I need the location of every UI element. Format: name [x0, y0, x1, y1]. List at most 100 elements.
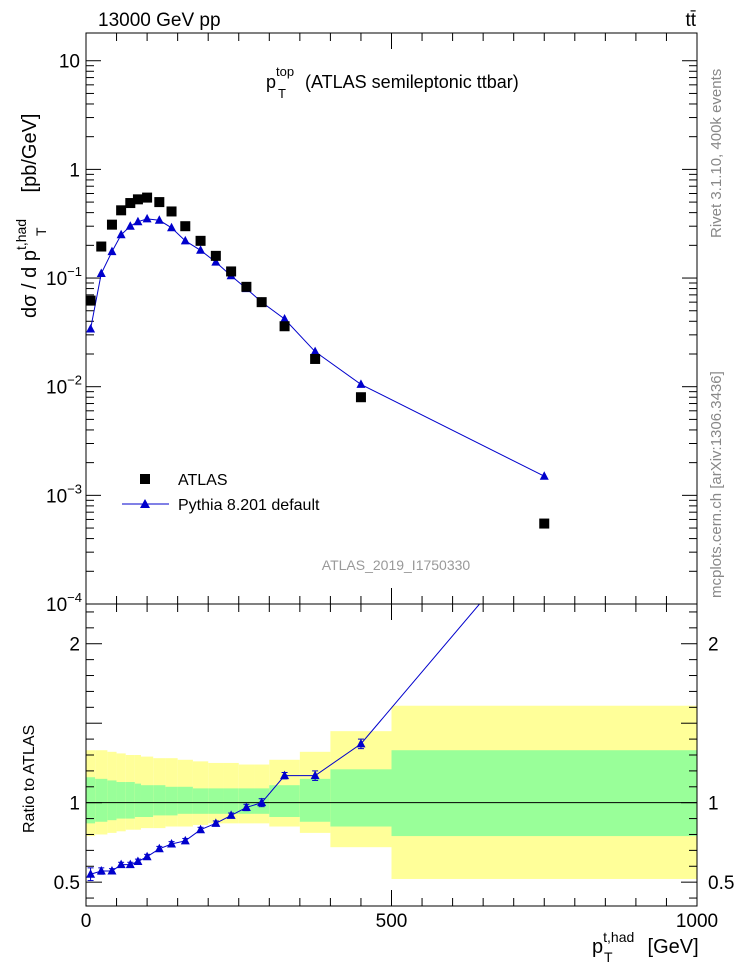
atlas-point — [180, 221, 191, 232]
atlas-point — [210, 250, 221, 261]
pythia-point — [280, 313, 290, 323]
ratio-point — [154, 843, 164, 853]
atlas-point — [116, 205, 127, 216]
pythia-line — [90, 218, 545, 477]
x-tick-label: 500 — [376, 911, 408, 932]
title-main: p — [266, 72, 276, 92]
inner-uncertainty-band — [299, 778, 331, 822]
y-tick-label: 10 — [59, 52, 80, 73]
ratio-y-tick-label-right: 1 — [708, 794, 719, 815]
atlas-point — [132, 194, 143, 205]
ratio-y-tick-label: 2 — [69, 635, 80, 656]
plot-title: ptop T (ATLAS semileptonic ttbar) — [266, 64, 519, 101]
mcplots-label: mcplots.cern.ch [arXiv:1306.3436] — [708, 371, 725, 598]
xlabel-pre: p — [592, 936, 603, 958]
ratio-point — [356, 738, 366, 748]
pythia-point — [196, 245, 206, 254]
title-sub: T — [278, 86, 286, 101]
ratio-y-tick-label-right: 2 — [708, 635, 719, 656]
inner-uncertainty-band — [165, 786, 178, 816]
pythia-point — [133, 216, 143, 226]
inner-uncertainty-band — [223, 788, 239, 814]
inner-uncertainty-band — [192, 788, 209, 814]
ratio-point — [180, 835, 190, 845]
ratio-point — [142, 851, 152, 861]
y-tick-label: 10−3 — [46, 481, 82, 507]
ratio-point — [310, 770, 320, 780]
header-right: tt̄ — [685, 10, 696, 31]
atlas-point — [125, 198, 136, 209]
upper-series — [85, 192, 550, 529]
ratio-point — [167, 839, 177, 848]
inner-uncertainty-band — [177, 786, 193, 814]
ratio-y-tick-label-right: 0.5 — [708, 873, 734, 894]
ratio-point — [116, 859, 126, 869]
inner-uncertainty-band — [116, 782, 126, 819]
pythia-point — [142, 213, 152, 223]
x-ticks: 0 500 1000 — [81, 604, 718, 932]
legend-atlas-label: ATLAS — [178, 472, 228, 489]
inner-uncertainty-band — [208, 788, 224, 814]
pythia-point — [86, 323, 96, 333]
atlas-point — [195, 235, 206, 246]
legend: ATLAS Pythia 8.201 default — [122, 472, 320, 514]
upper-y-ticks: 10 1 10−1 10−2 10−3 10−4 — [46, 52, 697, 616]
ratio-point — [280, 770, 290, 780]
ratio-point — [86, 869, 96, 878]
atlas-point — [166, 206, 177, 217]
inner-uncertainty-band — [269, 785, 300, 817]
ratio-y-tick-label: 1 — [69, 794, 80, 815]
inner-uncertainty-band — [86, 777, 96, 824]
pythia-point — [107, 246, 117, 256]
atlas-point — [539, 518, 550, 529]
ratio-point — [196, 824, 206, 834]
y-tick-label: 10−2 — [46, 373, 82, 399]
x-tick-label: 1000 — [676, 911, 718, 932]
y-axis-label: dσ / d pt,had T [pb/GeV] — [13, 114, 49, 319]
ratio-point — [211, 818, 221, 827]
rivet-label: Rivet 3.1.10, 400k events — [708, 69, 725, 238]
atlas-point — [154, 197, 165, 208]
ratio-y-axis-label: Ratio to ATLAS — [21, 725, 38, 833]
xlabel-post: [GeV] — [642, 936, 699, 958]
pythia-point — [180, 235, 190, 245]
y-tick-label: 10−4 — [46, 590, 82, 616]
inner-uncertainty-band — [140, 785, 154, 817]
pythia-point — [310, 346, 320, 356]
atlas-point — [241, 281, 252, 292]
y-tick-label: 10−1 — [46, 264, 82, 290]
ratio-series — [86, 604, 481, 882]
x-tick-label: 0 — [81, 911, 92, 932]
pythia-point — [211, 257, 221, 266]
inner-uncertainty-band — [391, 750, 697, 837]
ylabel-sub: T — [33, 227, 49, 236]
ratio-y-tick-label: 0.5 — [54, 873, 80, 894]
pythia-point — [96, 268, 106, 278]
inner-uncertainty-band — [125, 782, 135, 819]
ratio-point — [241, 802, 251, 811]
xlabel-sup: t,had — [603, 929, 634, 945]
ratio-clipped — [86, 604, 481, 882]
ylabel-post: [pb/GeV] — [19, 114, 41, 199]
atlas-point — [85, 295, 96, 306]
y-tick-label: 1 — [69, 160, 80, 181]
inner-uncertainty-band — [134, 783, 141, 817]
main-panel-frame — [85, 32, 698, 605]
atlas-point — [310, 353, 321, 364]
pythia-point — [154, 215, 164, 224]
atlas-point — [226, 266, 237, 277]
pythia-point — [539, 471, 549, 480]
analysis-watermark: ATLAS_2019_I1750330 — [322, 557, 471, 573]
header-left: 13000 GeV pp — [98, 10, 221, 31]
legend-pythia-marker — [140, 499, 150, 508]
ratio-point — [107, 866, 117, 875]
ylabel-sup: t,had — [13, 219, 29, 250]
inner-uncertainty-band — [153, 785, 166, 816]
ratio-y-ticks: 0.5 0.5 1 1 2 2 — [54, 611, 734, 899]
atlas-point — [96, 241, 107, 252]
ratio-point — [226, 810, 236, 819]
pythia-point — [167, 222, 177, 232]
pythia-point — [356, 379, 366, 388]
inner-uncertainty-band — [330, 769, 392, 827]
